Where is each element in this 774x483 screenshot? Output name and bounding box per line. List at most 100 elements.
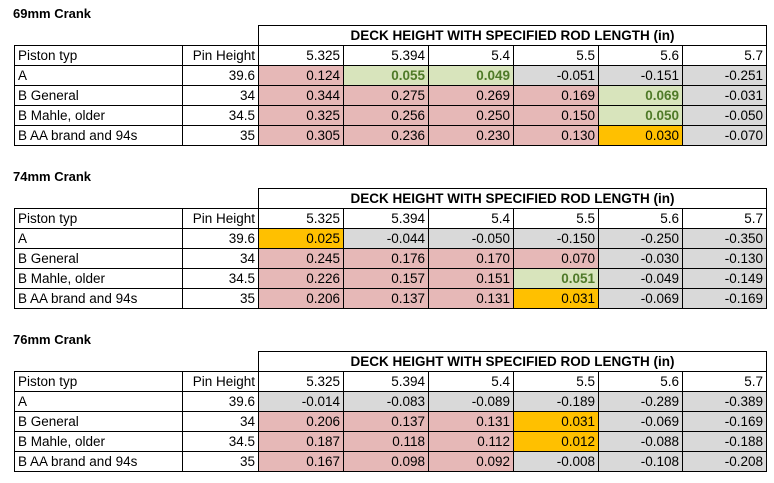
deck-height-cell: 0.269 [428, 85, 514, 106]
pin-height-header: Pin Height [182, 45, 259, 66]
deck-height-cell: 0.118 [343, 431, 429, 452]
deck-height-cell: -0.008 [513, 451, 599, 472]
rod-length-header: 5.394 [343, 208, 429, 229]
piston-type-cell: A [14, 391, 183, 412]
table-row: A 39.6 0.124 0.055 0.049 -0.051 -0.151 -0.251 [14, 65, 768, 86]
table-row: A 39.6 0.025 -0.044 -0.050 -0.150 -0.250 -0.350 [14, 228, 768, 249]
table-row: B Mahle, older 34.5 0.226 0.157 0.151 0.051 -0… [14, 268, 768, 289]
rod-length-header: 5.5 [513, 371, 599, 392]
piston-type-cell: B AA brand and 94s [14, 451, 183, 472]
pin-height-cell: 34 [182, 248, 259, 269]
piston-type-cell: B Mahle, older [14, 268, 183, 289]
deck-height-cell: 0.137 [343, 411, 429, 432]
rod-length-header: 5.7 [681, 371, 768, 392]
deck-height-cell: -0.108 [598, 451, 683, 472]
deck-height-cell: -0.150 [513, 228, 599, 249]
pin-height-cell: 35 [182, 288, 259, 309]
pin-height-cell: 39.6 [182, 65, 259, 86]
piston-type-cell: B AA brand and 94s [14, 125, 183, 146]
rod-length-header: 5.6 [598, 45, 683, 66]
deck-height-table: DECK HEIGHT WITH SPECIFIED ROD LENGTH (i… [14, 351, 768, 472]
crank-title: 69mm Crank [13, 6, 92, 21]
rod-length-header: 5.325 [258, 371, 344, 392]
deck-height-cell: -0.130 [681, 248, 768, 269]
piston-type-header: Piston typ [14, 208, 183, 229]
table-row: B General 34 0.344 0.275 0.269 0.169 0.069 -0.0… [14, 85, 768, 106]
rod-length-header: 5.394 [343, 371, 429, 392]
rod-length-header: 5.5 [513, 45, 599, 66]
deck-height-cell: 0.325 [258, 105, 344, 126]
deck-height-cell: 0.151 [428, 268, 514, 289]
column-header-row: Piston typ Pin Height 5.325 5.394 5.4 5.5 5.6 5… [14, 371, 768, 392]
deck-height-cell: 0.031 [513, 411, 599, 432]
deck-height-cell: 0.344 [258, 85, 344, 106]
column-header-row: Piston typ Pin Height 5.325 5.394 5.4 5.5 5.6 5… [14, 45, 768, 66]
deck-height-cell: 0.069 [598, 85, 683, 106]
deck-height-table: DECK HEIGHT WITH SPECIFIED ROD LENGTH (i… [14, 188, 768, 309]
piston-type-cell: B Mahle, older [14, 105, 183, 126]
deck-height-cell: 0.226 [258, 268, 344, 289]
table-row: B General 34 0.206 0.137 0.131 0.031 -0.069 -0.… [14, 411, 768, 432]
deck-height-cell: 0.150 [513, 105, 599, 126]
deck-height-cell: -0.250 [598, 228, 683, 249]
table-row: B Mahle, older 34.5 0.187 0.118 0.112 0.012 -0… [14, 431, 768, 452]
deck-height-cell: 0.245 [258, 248, 344, 269]
deck-height-cell: 0.187 [258, 431, 344, 452]
pin-height-cell: 34 [182, 411, 259, 432]
deck-height-cell: -0.151 [598, 65, 683, 86]
deck-height-cell: -0.083 [343, 391, 429, 412]
deck-height-cell: 0.012 [513, 431, 599, 452]
rod-length-header: 5.4 [428, 208, 514, 229]
crank-title: 76mm Crank [13, 332, 92, 347]
header-row: DECK HEIGHT WITH SPECIFIED ROD LENGTH (i… [14, 351, 768, 372]
pin-height-cell: 34 [182, 85, 259, 106]
deck-height-cell: -0.014 [258, 391, 344, 412]
deck-height-cell: -0.030 [598, 248, 683, 269]
column-header-row: Piston typ Pin Height 5.325 5.394 5.4 5.5 5.6 5… [14, 208, 768, 229]
pin-height-cell: 35 [182, 451, 259, 472]
deck-height-cell: 0.030 [598, 125, 683, 146]
rod-length-header: 5.6 [598, 371, 683, 392]
crank-title: 74mm Crank [13, 169, 92, 184]
deck-height-cell: -0.044 [343, 228, 429, 249]
deck-height-cell: -0.169 [681, 288, 768, 309]
deck-height-cell: 0.131 [428, 411, 514, 432]
deck-height-cell: 0.131 [428, 288, 514, 309]
piston-type-header: Piston typ [14, 371, 183, 392]
header-row: DECK HEIGHT WITH SPECIFIED ROD LENGTH (i… [14, 188, 768, 209]
deck-height-cell: 0.025 [258, 228, 344, 249]
piston-type-cell: B General [14, 85, 183, 106]
deck-height-cell: 0.049 [428, 65, 514, 86]
piston-type-cell: B General [14, 411, 183, 432]
rod-length-header: 5.4 [428, 45, 514, 66]
pin-height-header: Pin Height [182, 208, 259, 229]
piston-type-cell: B General [14, 248, 183, 269]
deck-height-cell: 0.275 [343, 85, 429, 106]
deck-height-cell: -0.069 [598, 288, 683, 309]
header-row: DECK HEIGHT WITH SPECIFIED ROD LENGTH (i… [14, 25, 768, 46]
table-row: B AA brand and 94s 35 0.305 0.236 0.230 0.130… [14, 125, 768, 146]
deck-height-cell: -0.208 [681, 451, 768, 472]
deck-height-cell: 0.256 [343, 105, 429, 126]
deck-height-cell: -0.389 [681, 391, 768, 412]
pin-height-cell: 34.5 [182, 268, 259, 289]
pin-height-cell: 35 [182, 125, 259, 146]
pin-height-header: Pin Height [182, 371, 259, 392]
deck-height-cell: -0.149 [681, 268, 768, 289]
deck-height-cell: -0.169 [681, 411, 768, 432]
rod-length-header: 5.6 [598, 208, 683, 229]
table-row: A 39.6 -0.014 -0.083 -0.089 -0.189 -0.289 -0.38… [14, 391, 768, 412]
deck-height-cell: 0.130 [513, 125, 599, 146]
deck-height-cell: 0.050 [598, 105, 683, 126]
piston-type-cell: B Mahle, older [14, 431, 183, 452]
deck-height-cell: -0.350 [681, 228, 768, 249]
deck-height-cell: 0.167 [258, 451, 344, 472]
deck-height-cell: -0.089 [428, 391, 514, 412]
deck-height-cell: 0.170 [428, 248, 514, 269]
pin-height-cell: 39.6 [182, 228, 259, 249]
deck-height-cell: 0.070 [513, 248, 599, 269]
deck-height-cell: -0.189 [513, 391, 599, 412]
blank-cell [14, 25, 259, 46]
rod-length-header: 5.394 [343, 45, 429, 66]
deck-height-cell: 0.157 [343, 268, 429, 289]
